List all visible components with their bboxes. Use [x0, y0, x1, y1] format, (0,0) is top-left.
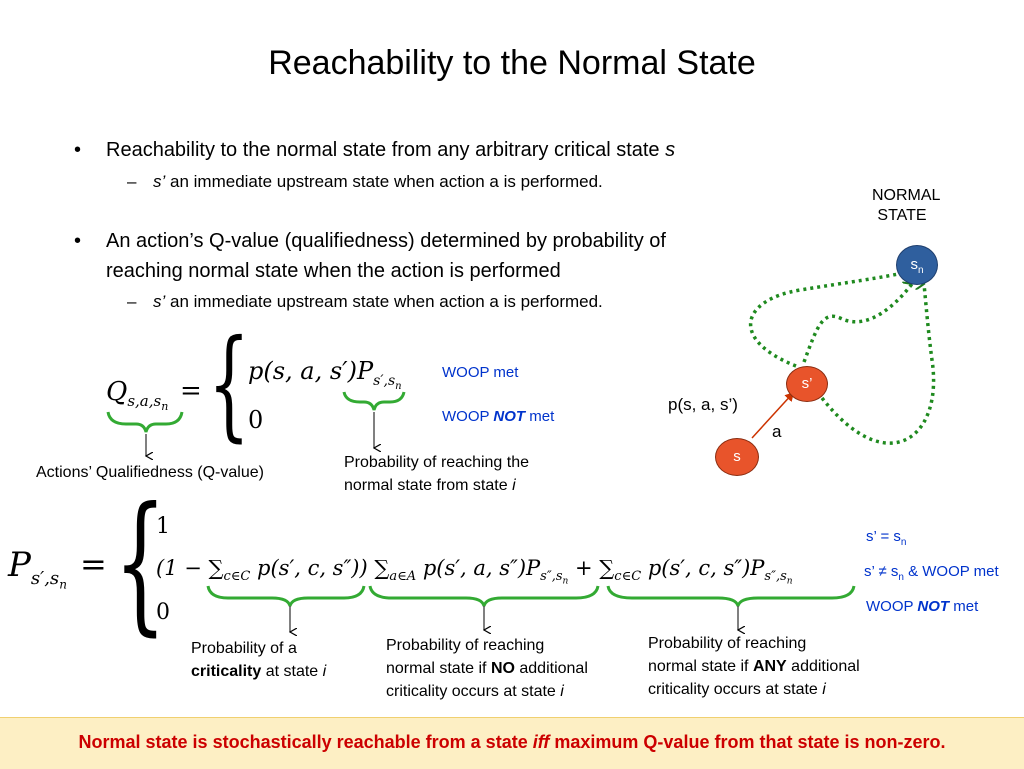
p-left-brace: {	[114, 476, 167, 650]
brace-p-3	[606, 585, 856, 607]
bullet-dot: •	[74, 230, 82, 252]
q-left-brace: {	[208, 315, 250, 454]
footer-banner	[0, 717, 1024, 769]
q-case-1: p(s, a, s′)Ps′,sn	[248, 357, 402, 392]
normal-state-label: NORMAL STATE	[872, 187, 941, 224]
sub-bullet-1: – s’ an immediate upstream state when act…	[127, 172, 603, 191]
path-sprime-sn-3	[820, 284, 936, 445]
brace-p-1	[206, 585, 366, 607]
p-cond-1: s’ = sn	[866, 528, 907, 548]
bullet-dot: •	[74, 139, 82, 161]
node-sn: sn	[896, 245, 938, 285]
q-equals: =	[180, 376, 202, 406]
edge-prob-label: p(s, a, s’)	[668, 395, 738, 414]
p-case-3: 0	[156, 600, 170, 625]
bullet-1: • Reachability to the normal state from a…	[74, 135, 675, 165]
node-s-prime: s’	[786, 366, 828, 402]
label-prob-any-criticality: Probability of reaching normal state if A…	[648, 635, 860, 698]
q-formula-lhs: Qs,a,sn	[106, 377, 169, 414]
label-q-value: Actions’ Qualifiedness (Q-value)	[36, 464, 264, 481]
p-equals: =	[80, 545, 107, 583]
brace-p-2	[368, 585, 600, 607]
q-cond-1: WOOP met	[442, 364, 519, 381]
edge-action-label: a	[772, 422, 782, 441]
p-case-1: 1	[156, 514, 170, 539]
label-prob-no-criticality: Probability of reaching normal state if N…	[386, 637, 588, 700]
brace-q-p	[342, 391, 406, 411]
p-case-2: (1 − ∑c∈C p(s′, c, s″)) ∑a∈A p(s′, a, s″…	[156, 556, 793, 587]
sub-bullet-2: – s’ an immediate upstream state when act…	[127, 292, 603, 311]
path-sprime-sn-1	[749, 272, 908, 368]
p-formula-lhs: Ps′,sn	[8, 545, 67, 592]
p-cond-2: s’ ≠ sn & WOOP met	[864, 563, 999, 583]
label-prob-reach-normal: Probability of reaching the normal state …	[344, 454, 529, 494]
p-cond-3: WOOP NOT met	[866, 598, 979, 615]
footer-text: Normal state is stochastically reachable…	[78, 732, 946, 752]
q-cond-2: WOOP NOT met	[442, 408, 555, 425]
bullet-2: • An action’s Q-value (qualifiedness) det…	[74, 226, 666, 286]
node-s: s	[715, 438, 759, 476]
brace-q-lhs	[106, 411, 184, 433]
label-prob-criticality: Probability of a criticality at state i	[191, 640, 327, 680]
edge-s-sprime	[751, 391, 795, 439]
state-graph	[749, 240, 936, 445]
page-title: Reachability to the Normal State	[268, 44, 756, 82]
path-sprime-sn-2	[802, 284, 912, 363]
q-case-2: 0	[248, 406, 264, 434]
